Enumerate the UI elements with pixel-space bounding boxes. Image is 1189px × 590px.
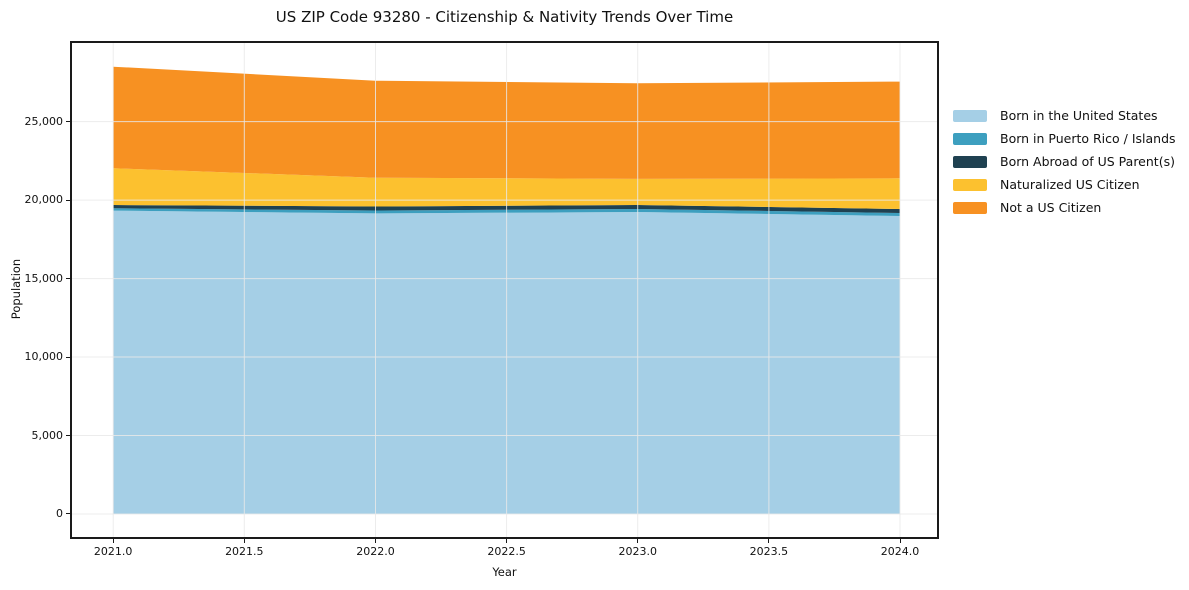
x-tick — [768, 539, 770, 543]
legend-label: Born Abroad of US Parent(s) — [1000, 154, 1175, 169]
legend: Born in the United States Born in Puerto … — [953, 104, 1176, 219]
chart-title: US ZIP Code 93280 - Citizenship & Nativi… — [275, 8, 734, 26]
legend-label: Born in the United States — [1000, 108, 1158, 123]
y-tick-label: 25,000 — [24, 114, 64, 128]
x-tick-label: 2023.0 — [618, 545, 657, 558]
y-tick — [66, 199, 70, 201]
x-tick — [637, 539, 639, 543]
x-axis-label: Year — [492, 565, 517, 579]
legend-item-naturalized-us-citizen: Naturalized US Citizen — [953, 173, 1176, 196]
x-tick — [243, 539, 245, 543]
legend-swatch-not-a-us-citizen — [953, 201, 987, 214]
legend-label: Born in Puerto Rico / Islands — [1000, 131, 1176, 146]
y-tick-label: 10,000 — [24, 350, 64, 364]
y-tick-label: 15,000 — [24, 271, 64, 285]
legend-swatch-born-in-puerto-rico-islands — [953, 132, 987, 145]
legend-swatch-born-in-the-united-states — [953, 109, 987, 122]
x-tick-label: 2023.5 — [749, 545, 789, 558]
legend-label: Not a US Citizen — [1000, 200, 1102, 215]
x-tick — [899, 539, 901, 543]
x-tick — [112, 539, 114, 543]
y-tick — [66, 435, 70, 437]
y-axis-label: Population — [9, 258, 23, 320]
y-tick-label: 20,000 — [24, 193, 64, 207]
x-tick-label: 2022.0 — [356, 545, 395, 558]
x-tick-label: 2024.0 — [880, 545, 920, 558]
y-tick-label: 0 — [56, 506, 63, 520]
x-tick-label: 2021.0 — [93, 545, 133, 558]
x-tick — [506, 539, 508, 543]
x-tick — [374, 539, 376, 543]
legend-swatch-naturalized-us-citizen — [953, 178, 987, 191]
legend-item-not-a-us-citizen: Not a US Citizen — [953, 196, 1176, 219]
y-tick-label: 5,000 — [31, 428, 64, 442]
y-tick — [66, 121, 70, 123]
y-tick — [66, 278, 70, 280]
plot-border — [70, 41, 939, 539]
legend-label: Naturalized US Citizen — [1000, 177, 1140, 192]
legend-item-born-in-puerto-rico-islands: Born in Puerto Rico / Islands — [953, 127, 1176, 150]
x-tick-label: 2022.5 — [487, 545, 526, 558]
legend-swatch-born-abroad-of-us-parent-s — [953, 155, 987, 168]
plot-area — [72, 43, 937, 537]
y-tick — [66, 356, 70, 358]
x-tick-label: 2021.5 — [225, 545, 264, 558]
legend-item-born-in-the-united-states: Born in the United States — [953, 104, 1176, 127]
legend-item-born-abroad-of-us-parent-s: Born Abroad of US Parent(s) — [953, 150, 1176, 173]
y-tick — [66, 513, 70, 515]
